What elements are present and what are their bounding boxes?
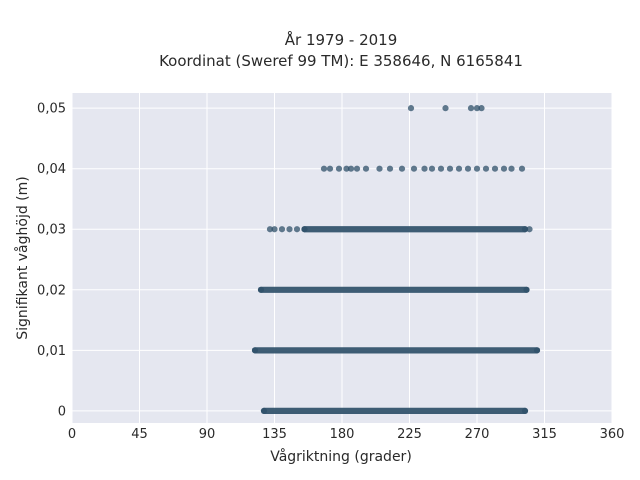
data-points: [251, 105, 541, 414]
data-point: [421, 165, 428, 172]
chart-title-line1: År 1979 - 2019: [285, 30, 398, 49]
x-tick-label: 45: [131, 427, 148, 442]
x-tick-label: 270: [465, 427, 490, 442]
data-point: [467, 105, 475, 112]
x-tick-label: 180: [330, 427, 355, 442]
y-tick-label: 0,03: [37, 223, 66, 238]
y-tick-label: 0,04: [37, 162, 66, 177]
x-axis-ticks: 0 45 90 135 180 225 270 315 360: [68, 427, 625, 442]
data-point: [398, 165, 406, 172]
data-point: [343, 165, 350, 172]
data-point: [521, 407, 529, 414]
x-tick-label: 315: [532, 427, 557, 442]
y-tick-label: 0,02: [37, 283, 66, 298]
data-point: [521, 226, 529, 233]
data-point: [478, 105, 485, 112]
data-point: [266, 226, 274, 233]
data-point: [523, 286, 530, 293]
data-point: [251, 347, 259, 354]
y-tick-label: 0,05: [37, 102, 66, 117]
x-tick-label: 90: [199, 427, 216, 442]
data-point: [428, 165, 436, 172]
data-point: [518, 165, 526, 172]
x-axis-label: Vågriktning (grader): [270, 448, 412, 465]
data-point: [491, 165, 499, 172]
y-tick-label: 0,01: [37, 344, 66, 359]
data-point: [347, 165, 355, 172]
data-point: [257, 286, 265, 293]
data-point: [326, 165, 334, 172]
data-point: [508, 165, 515, 172]
data-point: [293, 226, 301, 233]
data-point: [286, 226, 293, 233]
dense-point-band: [301, 226, 529, 233]
data-point: [473, 105, 481, 112]
data-point: [464, 165, 472, 172]
data-point: [473, 165, 481, 172]
data-point: [353, 165, 361, 172]
x-tick-label: 0: [68, 427, 76, 442]
y-axis-label: Signifikant våghöjd (m): [14, 176, 31, 339]
data-point: [442, 105, 449, 112]
data-point: [362, 165, 370, 172]
data-point: [301, 226, 308, 233]
data-point: [455, 165, 463, 172]
x-tick-label: 135: [262, 427, 287, 442]
data-point: [533, 347, 541, 354]
data-point: [386, 165, 394, 172]
x-tick-label: 360: [600, 427, 625, 442]
y-tick-label: 0: [58, 404, 66, 419]
data-point: [271, 226, 278, 233]
data-point: [320, 165, 328, 172]
data-point: [278, 226, 286, 233]
data-point: [482, 165, 490, 172]
data-point: [526, 226, 533, 233]
data-point: [335, 165, 343, 172]
dense-point-band: [251, 347, 541, 354]
data-point: [500, 165, 508, 172]
data-point: [260, 407, 268, 414]
data-point: [410, 165, 418, 172]
data-point: [446, 165, 454, 172]
dense-point-band: [257, 286, 530, 293]
dense-point-band: [260, 407, 529, 414]
chart-title-line2: Koordinat (Sweref 99 TM): E 358646, N 61…: [159, 52, 523, 70]
x-tick-label: 225: [397, 427, 422, 442]
y-axis-ticks: 0 0,01 0,02 0,03 0,04 0,05: [37, 102, 66, 420]
data-point: [407, 105, 415, 112]
data-point: [437, 165, 445, 172]
data-point: [376, 165, 383, 172]
